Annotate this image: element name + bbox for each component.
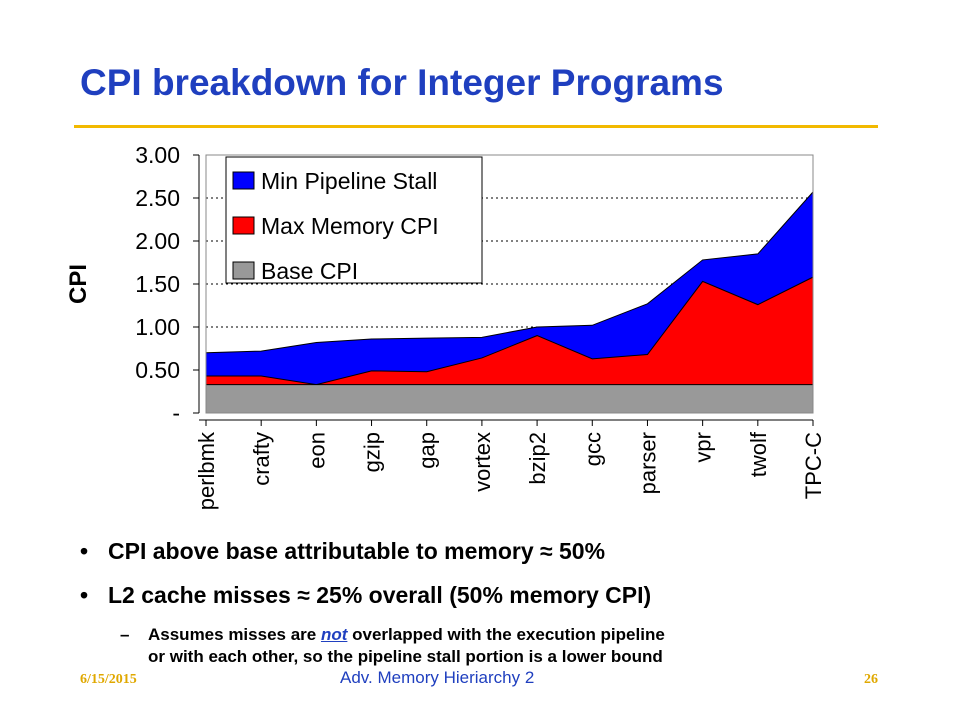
legend-label: Max Memory CPI (261, 213, 439, 239)
x-tick-label: perlbmk (194, 431, 219, 510)
x-tick-label: parser (635, 432, 660, 494)
legend-box (225, 156, 483, 284)
bullet-item: • L2 cache misses ≈ 25% overall (50% mem… (80, 582, 940, 626)
bullet-text: CPI above base attributable to memory ≈ … (108, 538, 606, 564)
sub-bullet-line1: Assumes misses are not overlapped with t… (148, 624, 665, 646)
y-tick-label: 3.00 (135, 142, 180, 168)
legend-label: Min Pipeline Stall (261, 168, 437, 194)
cpi-area-chart: - 0.50 1.00 1.50 2.00 2.50 3.00 perlbmk crafty eo… (65, 142, 826, 510)
y-tick-label: 1.50 (135, 271, 180, 297)
legend-label: Base CPI (261, 258, 358, 284)
sub-bullet-line2: or with each other, so the pipeline stal… (148, 647, 663, 666)
x-tick-label: gzip (360, 432, 385, 472)
y-tick-label: 2.00 (135, 228, 180, 254)
sub-bullet-dash: – (120, 625, 130, 644)
x-tick-label: bzip2 (525, 432, 550, 485)
footer-date: 6/15/2015 (80, 672, 137, 687)
footer-page-number: 26 (864, 672, 878, 687)
x-tick-label: eon (304, 432, 329, 469)
x-tick-label: twolf (746, 431, 771, 477)
emphasis-not: not (320, 625, 348, 644)
y-tick-label: - (172, 400, 180, 426)
bullet-dot: • (80, 538, 89, 564)
title-divider (74, 125, 878, 128)
legend-swatch (232, 216, 255, 235)
x-tick-label: TPC-C (801, 432, 826, 499)
sub-bullet-text: Assumes misses are (148, 625, 321, 644)
bullet-dot: • (80, 582, 89, 608)
bullet-text: L2 cache misses ≈ 25% overall (50% memor… (108, 582, 652, 608)
slide-title: CPI breakdown for Integer Programs (80, 62, 724, 103)
footer-title: Adv. Memory Hieriarchy 2 (340, 668, 535, 687)
y-axis-label: CPI (65, 264, 92, 304)
x-tick-label: vpr (691, 432, 716, 463)
plot-border (205, 154, 814, 414)
y-tick-label: 1.00 (135, 314, 180, 340)
x-tick-label: vortex (470, 432, 495, 492)
x-tick-label: crafty (249, 432, 274, 486)
bullet-item: • CPI above base attributable to memory … (80, 538, 940, 582)
legend-swatch (232, 261, 255, 280)
bullet-list: • CPI above base attributable to memory … (80, 538, 940, 626)
y-tick-label: 2.50 (135, 185, 180, 211)
y-tick-label: 0.50 (135, 357, 180, 383)
x-tick-label: gap (415, 432, 440, 469)
area-base-cpi (205, 384, 814, 414)
legend-swatch (232, 171, 255, 190)
sub-bullet-text: overlapped with the execution pipeline (347, 625, 665, 644)
x-tick-label: gcc (580, 432, 605, 466)
